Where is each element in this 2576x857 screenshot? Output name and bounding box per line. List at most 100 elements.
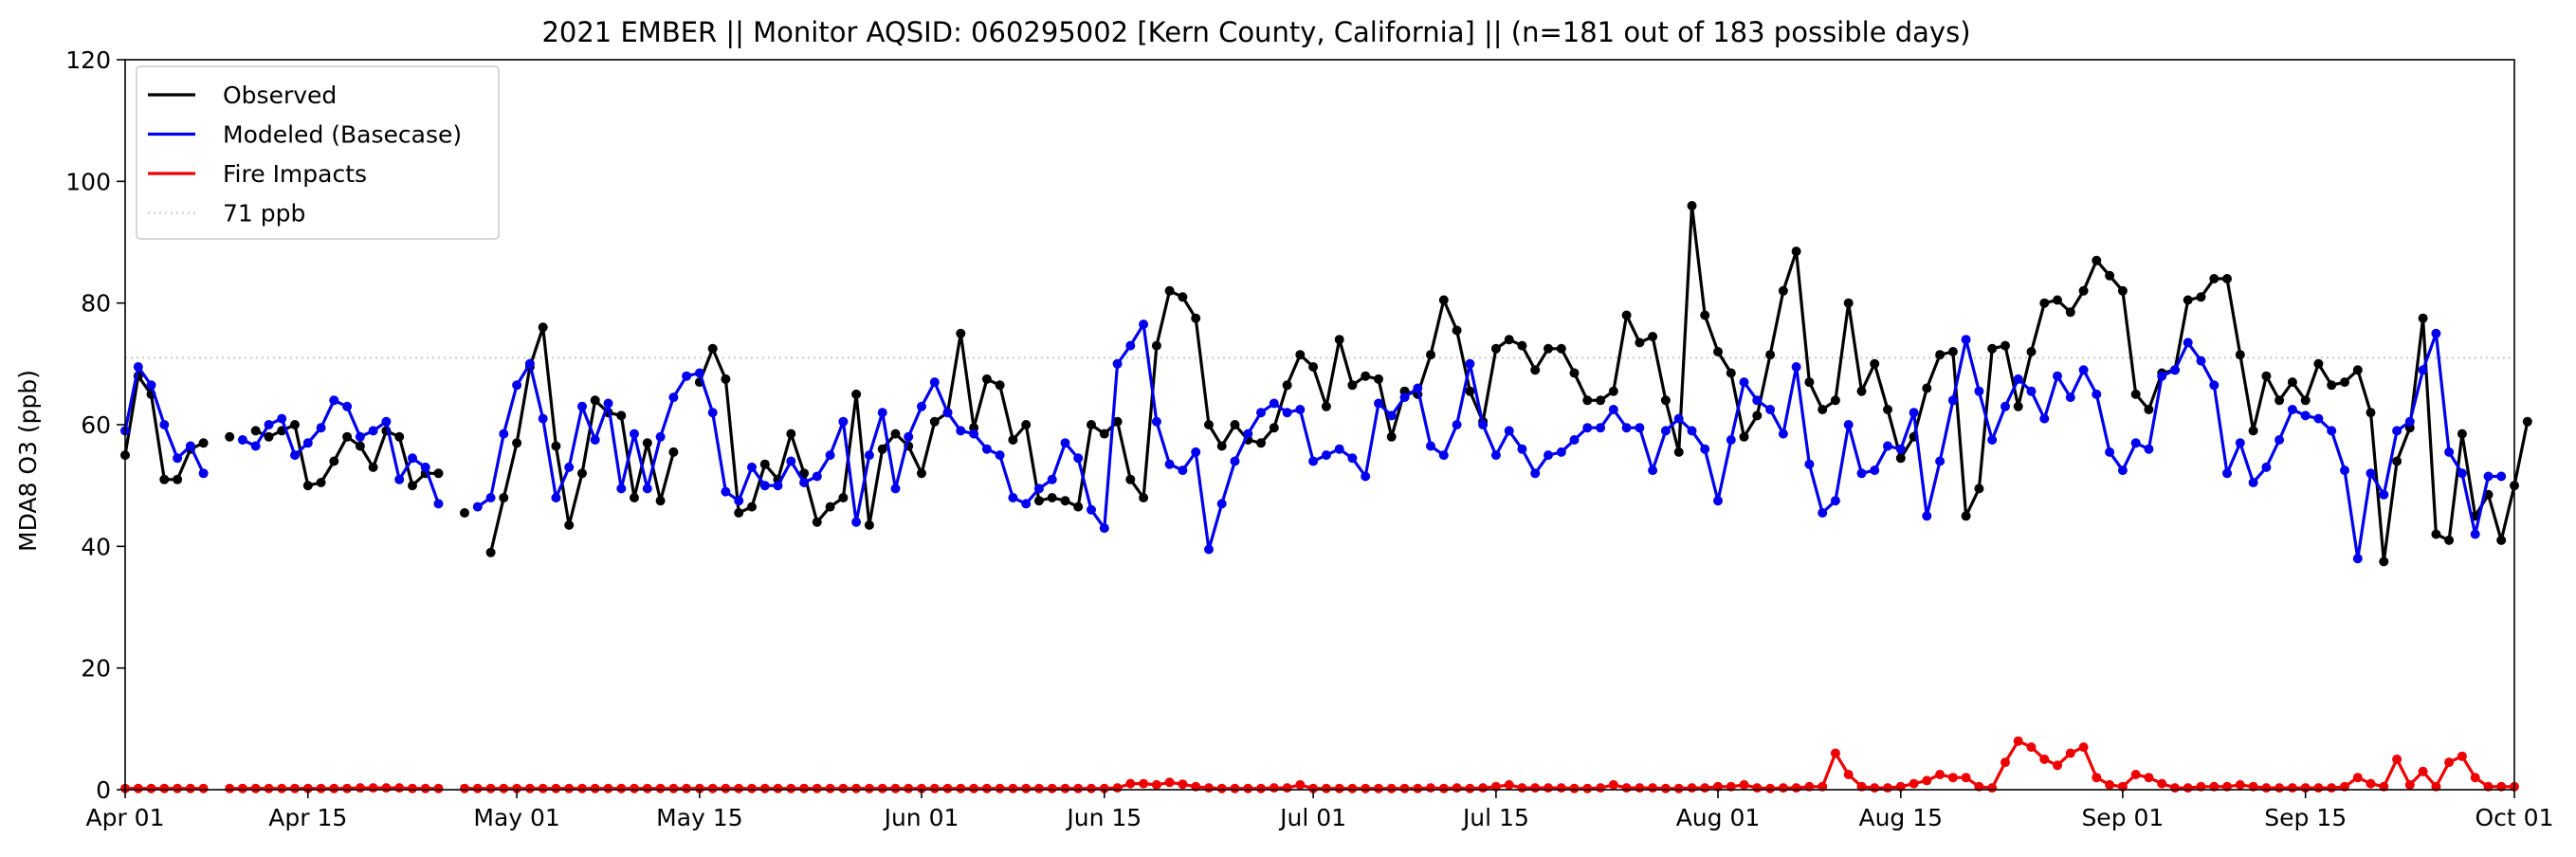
data-point-modeled-basecase — [1060, 438, 1070, 448]
legend-frame — [136, 65, 500, 240]
data-point-modeled-basecase — [1974, 386, 1984, 396]
data-point-observed — [1125, 474, 1136, 484]
data-point-fire-impacts — [185, 783, 195, 793]
data-point-modeled-basecase — [381, 416, 392, 427]
data-point-modeled-basecase — [1517, 444, 1527, 454]
data-point-modeled-basecase — [995, 450, 1005, 461]
data-point-observed — [250, 426, 261, 436]
data-point-observed — [616, 410, 627, 421]
data-point-modeled-basecase — [185, 441, 195, 451]
data-point-observed — [1895, 453, 1906, 464]
data-point-modeled-basecase — [2300, 410, 2311, 421]
data-point-modeled-basecase — [1204, 544, 1214, 555]
data-point-observed — [1621, 310, 1632, 320]
data-point-observed — [1791, 246, 1801, 257]
data-point-fire-impacts — [1230, 783, 1240, 793]
x-tick-label: May 15 — [656, 804, 742, 831]
data-point-modeled-basecase — [198, 468, 209, 479]
data-point-modeled-basecase — [590, 435, 600, 445]
data-point-observed — [1935, 350, 1946, 360]
data-point-observed — [342, 431, 353, 442]
data-point-modeled-basecase — [694, 368, 704, 378]
data-point-observed — [1947, 347, 1958, 356]
data-point-observed — [433, 468, 444, 479]
data-point-modeled-basecase — [2001, 401, 2010, 411]
data-point-modeled-basecase — [616, 483, 627, 494]
data-point-observed — [2092, 255, 2102, 265]
data-point-modeled-basecase — [1596, 423, 1606, 433]
data-point-observed — [2366, 408, 2376, 418]
data-point-fire-impacts — [1256, 783, 1266, 793]
data-point-fire-impacts — [1374, 783, 1383, 793]
data-point-fire-impacts — [917, 783, 926, 793]
data-point-fire-impacts — [1282, 783, 1292, 793]
data-point-observed — [1687, 201, 1697, 210]
data-point-observed — [1269, 423, 1279, 433]
data-point-modeled-basecase — [1569, 435, 1580, 445]
data-point-modeled-basecase — [2379, 489, 2389, 500]
data-point-observed — [1726, 368, 1736, 378]
data-point-fire-impacts — [237, 783, 247, 793]
data-point-fire-impacts — [1164, 777, 1175, 788]
data-point-fire-impacts — [524, 783, 535, 793]
data-point-fire-impacts — [1961, 773, 1971, 783]
data-point-fire-impacts — [864, 783, 874, 793]
data-point-modeled-basecase — [1635, 423, 1645, 433]
data-point-observed — [721, 374, 731, 384]
data-point-observed — [1139, 493, 1149, 502]
legend-label-modeled-basecase: Modeled (Basecase) — [223, 121, 462, 149]
data-point-fire-impacts — [1752, 783, 1763, 793]
data-point-fire-impacts — [1947, 773, 1958, 783]
data-point-observed — [1830, 395, 1840, 406]
data-point-modeled-basecase — [1947, 395, 1958, 406]
data-point-fire-impacts — [2053, 760, 2062, 771]
data-point-modeled-basecase — [433, 499, 444, 509]
data-point-modeled-basecase — [2470, 529, 2480, 539]
data-point-observed — [1490, 343, 1501, 354]
x-tick-label: Jun 15 — [1065, 804, 1142, 831]
data-point-fire-impacts — [1087, 783, 1096, 793]
data-point-observed — [1112, 416, 1123, 427]
data-point-modeled-basecase — [1021, 499, 1032, 509]
data-point-fire-impacts — [995, 783, 1005, 793]
data-point-fire-impacts — [1870, 783, 1880, 793]
data-point-observed — [1556, 343, 1566, 354]
data-point-modeled-basecase — [2418, 365, 2428, 375]
data-point-observed — [1673, 447, 1684, 457]
data-point-observed — [1987, 343, 1998, 354]
data-point-fire-impacts — [564, 783, 575, 793]
data-point-fire-impacts — [1660, 783, 1671, 793]
data-point-observed — [512, 438, 522, 448]
data-point-fire-impacts — [2261, 783, 2272, 793]
y-axis-label: MDA8 O3 (ppb) — [14, 370, 42, 552]
data-point-observed — [642, 438, 652, 448]
data-point-modeled-basecase — [1830, 496, 1840, 506]
data-point-modeled-basecase — [2431, 328, 2441, 338]
data-point-modeled-basecase — [1347, 453, 1358, 464]
data-point-fire-impacts — [225, 783, 235, 793]
data-point-fire-impacts — [1700, 783, 1710, 793]
y-tick-label: 80 — [81, 290, 111, 318]
data-point-observed — [1151, 340, 1161, 351]
data-point-modeled-basecase — [316, 423, 326, 433]
data-point-modeled-basecase — [2053, 371, 2062, 381]
data-point-modeled-basecase — [1608, 405, 1618, 414]
data-point-modeled-basecase — [1178, 465, 1188, 476]
data-point-fire-impacts — [812, 783, 822, 793]
data-point-observed — [995, 380, 1005, 391]
data-point-modeled-basecase — [1399, 392, 1410, 403]
data-point-fire-impacts — [146, 783, 156, 793]
data-point-fire-impacts — [2170, 783, 2180, 793]
data-point-modeled-basecase — [1125, 340, 1136, 351]
data-point-observed — [747, 501, 757, 512]
data-point-fire-impacts — [721, 783, 731, 793]
data-point-modeled-basecase — [1700, 444, 1710, 454]
data-point-observed — [1608, 386, 1618, 396]
data-point-observed — [1569, 368, 1580, 378]
data-point-observed — [1635, 337, 1645, 348]
data-point-observed — [1426, 350, 1435, 360]
data-point-fire-impacts — [2092, 773, 2102, 783]
data-point-fire-impacts — [1687, 783, 1697, 793]
data-point-fire-impacts — [1047, 783, 1057, 793]
x-tick-label: Apr 01 — [85, 804, 164, 831]
